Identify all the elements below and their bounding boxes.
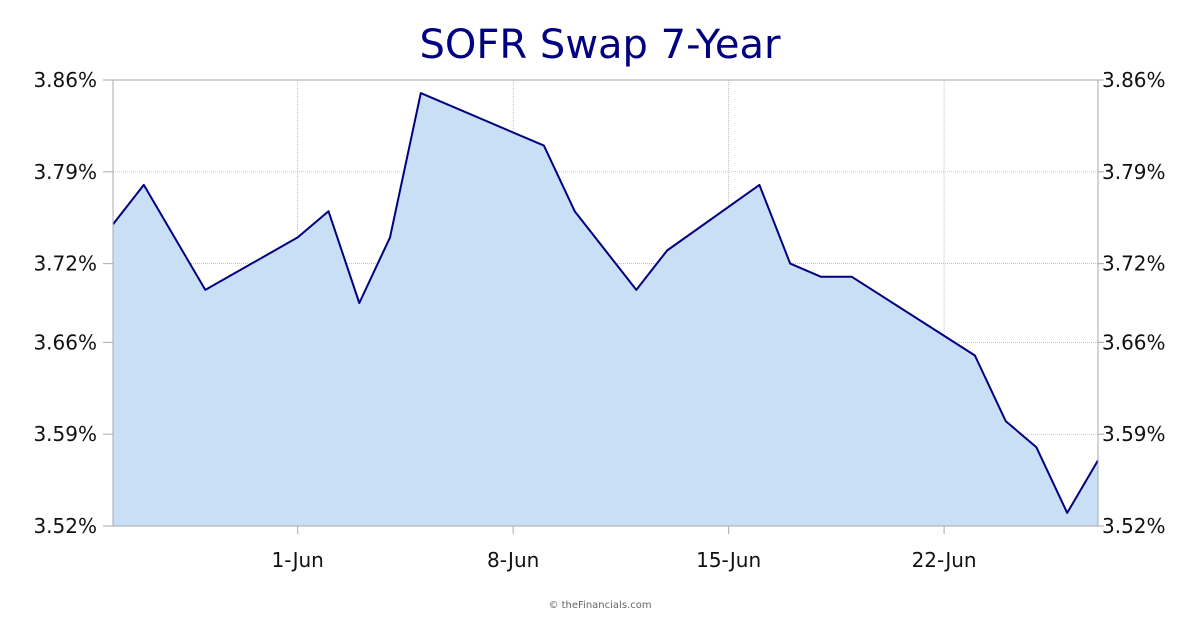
y-tick-label-right: 3.66% <box>1102 330 1166 354</box>
series-line <box>112 92 1099 514</box>
y-tick-label-left: 3.79% <box>33 160 97 184</box>
chart-title: SOFR Swap 7-Year <box>420 22 781 68</box>
y-tick-label-right: 3.79% <box>1102 160 1166 184</box>
x-tick-label: 8-Jun <box>487 548 539 572</box>
x-tick-label: 22-Jun <box>912 548 977 572</box>
plot-frame <box>112 79 1099 527</box>
y-tick-label-left: 3.52% <box>33 514 97 538</box>
y-axis-left: 3.86% 3.79% 3.72% 3.66% 3.59% 3.52% <box>33 68 97 538</box>
y-tick-label-right: 3.72% <box>1102 252 1166 276</box>
y-tick-label-right: 3.86% <box>1102 68 1166 92</box>
y-axis-right: 3.86% 3.79% 3.72% 3.66% 3.59% 3.52% <box>1102 68 1166 538</box>
y-tick-label-left: 3.86% <box>33 68 97 92</box>
x-tick-label: 15-Jun <box>696 548 761 572</box>
credit-text: © theFinancials.com <box>548 600 651 611</box>
x-tick-label: 1-Jun <box>272 548 324 572</box>
y-tick-label-right: 3.52% <box>1102 514 1166 538</box>
y-tick-label-left: 3.59% <box>33 422 97 446</box>
y-tick-label-left: 3.66% <box>33 330 97 354</box>
y-tick-label-left: 3.72% <box>33 252 97 276</box>
area-fill <box>113 93 1098 526</box>
x-axis: 1-Jun 8-Jun 15-Jun 22-Jun <box>272 548 977 572</box>
y-tick-label-right: 3.59% <box>1102 422 1166 446</box>
